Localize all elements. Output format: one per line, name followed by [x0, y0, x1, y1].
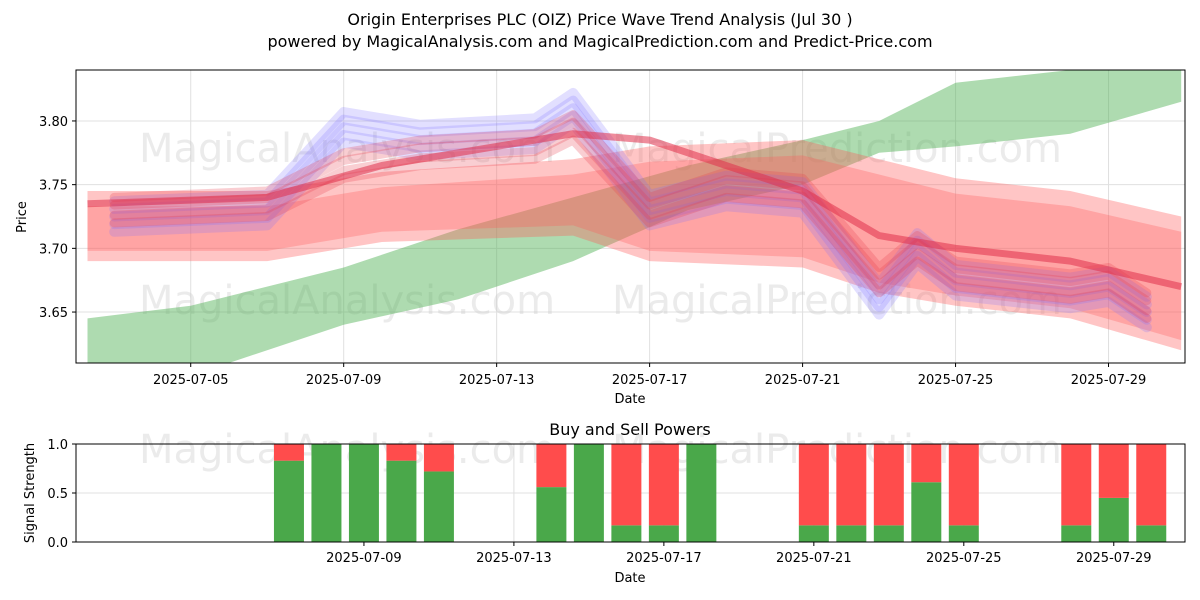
y-tick-label: 3.80 [39, 115, 68, 130]
x-tick-label: 2025-07-21 [765, 373, 841, 388]
buy-bar [1136, 525, 1167, 542]
buy-bar [1061, 525, 1092, 542]
series-red-band-inner [87, 155, 1182, 341]
sell-bar [423, 444, 454, 472]
x-tick-label: 2025-07-09 [306, 373, 382, 388]
watermark: MagicalAnalysis.com [139, 278, 555, 324]
series-purple-wave [109, 87, 1152, 302]
signal-x-ticks: 2025-07-09 2025-07-13 2025-07-17 2025-07-21… [326, 542, 1152, 566]
y-tick-label: 3.75 [39, 179, 68, 194]
x-tick-label: 2025-07-25 [926, 551, 1002, 566]
price-x-label: Date [614, 392, 645, 407]
y-tick-label: 0.5 [47, 487, 68, 502]
watermark: MagicalPrediction.com [612, 278, 1062, 324]
signal-y-label: Signal Strength [23, 443, 38, 543]
price-axes-frame [75, 69, 1186, 364]
x-tick-label: 2025-07-17 [626, 551, 702, 566]
price-y-label: Price [15, 201, 30, 233]
x-tick-label: 2025-07-29 [1076, 551, 1152, 566]
buy-bar [836, 525, 867, 542]
sell-bar [798, 444, 829, 526]
sell-bar [836, 444, 867, 526]
y-tick-label: 1.0 [47, 438, 68, 453]
sell-bar [1061, 444, 1092, 526]
buy-bar [611, 525, 642, 542]
buy-bar [423, 471, 454, 542]
x-tick-label: 2025-07-09 [326, 551, 402, 566]
x-tick-label: 2025-07-29 [1071, 373, 1147, 388]
series-purple-wave [109, 118, 1152, 333]
sell-bar [273, 444, 304, 461]
price-chart: MagicalAnalysis.com MagicalPrediction.co… [15, 69, 1186, 407]
price-y-ticks: 3.65 3.70 3.75 3.80 [39, 115, 76, 321]
signal-chart: Buy and Sell Powers MagicalAnalysis.com … [23, 420, 1186, 586]
sell-bar [536, 444, 567, 488]
signal-bars [273, 444, 1167, 542]
y-tick-label: 3.70 [39, 242, 68, 257]
y-tick-label: 0.0 [47, 536, 68, 551]
x-tick-label: 2025-07-17 [612, 373, 688, 388]
series-purple-wave [109, 103, 1152, 317]
buy-bar [273, 460, 304, 542]
x-tick-label: 2025-07-13 [476, 551, 552, 566]
buy-bar [686, 444, 717, 542]
series-red-band [87, 140, 1182, 351]
sell-bar [386, 444, 417, 461]
buy-bar [536, 487, 567, 542]
watermark: MagicalAnalysis.com [139, 427, 555, 473]
sell-bar [911, 444, 942, 483]
price-series [87, 70, 1182, 363]
series-green-band [87, 70, 1182, 363]
signal-y-ticks: 0.0 0.5 1.0 [47, 438, 76, 551]
x-tick-label: 2025-07-05 [153, 373, 229, 388]
price-grid [76, 70, 1185, 363]
series-purple-wave [109, 110, 1152, 325]
buy-bar [573, 444, 604, 542]
sell-bar [948, 444, 979, 526]
buy-bar [911, 482, 942, 542]
sell-bar [648, 444, 679, 526]
buy-bar [386, 460, 417, 542]
buy-bar [348, 444, 379, 542]
x-tick-label: 2025-07-13 [459, 373, 535, 388]
buy-bar [948, 525, 979, 542]
x-tick-label: 2025-07-21 [776, 551, 852, 566]
x-tick-label: 2025-07-25 [918, 373, 994, 388]
sell-bar [611, 444, 642, 526]
sell-bar [873, 444, 904, 526]
series-red-trend-line [87, 130, 1182, 291]
sell-bar [1098, 444, 1129, 498]
y-tick-label: 3.65 [39, 306, 68, 321]
buy-bar [648, 525, 679, 542]
chart-title: Origin Enterprises PLC (OIZ) Price Wave … [347, 10, 852, 29]
series-purple-wave [109, 95, 1152, 310]
buy-bar [311, 444, 342, 542]
series-red-wave [109, 135, 1152, 323]
sell-bar [1136, 444, 1167, 526]
buy-bar [873, 525, 904, 542]
signal-x-label: Date [614, 571, 645, 586]
chart-subtitle: powered by MagicalAnalysis.com and Magic… [267, 32, 932, 51]
series-red-wave [109, 117, 1152, 306]
buy-bar [1098, 497, 1129, 542]
signal-title: Buy and Sell Powers [549, 420, 711, 439]
series-red-wave [109, 110, 1152, 298]
buy-bar [798, 525, 829, 542]
price-x-ticks: 2025-07-05 2025-07-09 2025-07-13 2025-07-17… [153, 363, 1146, 388]
